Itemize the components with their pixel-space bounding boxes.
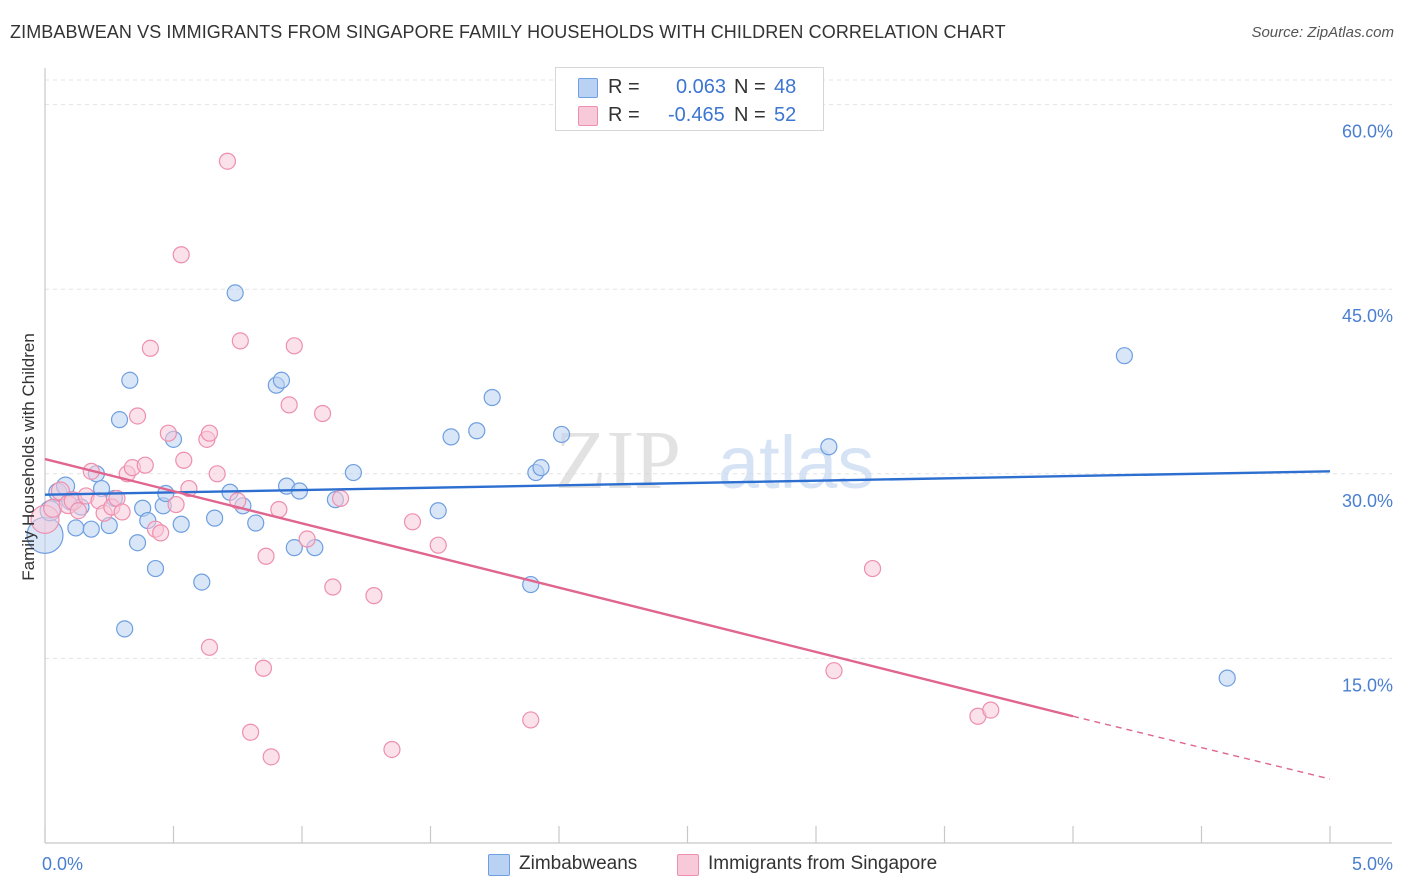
- trend-lines: [44, 457, 1331, 780]
- data-point: [136, 456, 154, 474]
- data-point: [110, 411, 129, 429]
- data-point: [331, 489, 350, 508]
- legend-n-label: N =: [734, 104, 766, 126]
- legend-r-value: -0.465: [668, 104, 725, 126]
- data-point: [218, 152, 237, 170]
- y-tick-label: 45.0%: [1342, 306, 1393, 326]
- series-singapore: [30, 152, 1000, 766]
- data-point: [226, 284, 244, 302]
- trend-line-extension: [1072, 715, 1331, 780]
- data-point: [172, 515, 190, 533]
- data-point: [229, 492, 247, 510]
- bottom-legend-label: Zimbabweans: [519, 853, 638, 874]
- data-point: [231, 332, 249, 350]
- legend-swatch-blue: [578, 78, 598, 98]
- x-tick-labels: 0.0% 5.0%: [42, 854, 1393, 874]
- bottom-legend-swatch-pink: [677, 854, 699, 876]
- data-point: [820, 438, 838, 456]
- data-point: [285, 337, 303, 355]
- data-point: [403, 513, 422, 531]
- data-point: [522, 711, 540, 729]
- data-point: [483, 388, 501, 407]
- data-point: [200, 424, 219, 442]
- bottom-legend-swatch-blue: [488, 854, 510, 876]
- data-point: [272, 371, 291, 389]
- data-point: [200, 638, 219, 656]
- data-point: [313, 404, 332, 423]
- data-point: [152, 524, 170, 542]
- trend-line: [44, 457, 1074, 718]
- data-point: [285, 539, 303, 557]
- data-point: [208, 465, 226, 483]
- data-point: [141, 339, 159, 357]
- data-point: [365, 587, 383, 605]
- data-point: [159, 424, 177, 442]
- data-point: [429, 502, 447, 520]
- data-point: [167, 495, 185, 514]
- grid-lines: [45, 79, 1392, 659]
- data-point: [121, 371, 139, 389]
- data-point: [172, 246, 190, 264]
- data-point: [67, 519, 85, 537]
- data-point: [552, 425, 571, 444]
- data-point: [280, 396, 298, 414]
- data-point: [193, 573, 211, 591]
- data-point: [116, 620, 134, 638]
- data-point: [206, 509, 224, 527]
- legend-r-label: R =: [608, 76, 640, 98]
- y-axis-title: Family Households with Children: [19, 333, 38, 581]
- data-point: [982, 701, 1000, 719]
- data-point: [128, 407, 147, 425]
- data-point: [383, 740, 401, 759]
- data-point: [532, 459, 550, 477]
- x-tick-label: 0.0%: [42, 854, 83, 874]
- legend-r-label: R =: [608, 104, 640, 126]
- data-point: [863, 559, 882, 578]
- data-point: [146, 559, 165, 578]
- watermark-zip: ZIP: [555, 414, 681, 507]
- y-tick-labels: 15.0% 30.0% 45.0% 60.0%: [1342, 122, 1393, 696]
- data-point: [113, 503, 131, 521]
- data-point: [468, 422, 486, 440]
- y-tick-label: 60.0%: [1342, 122, 1393, 142]
- data-point: [175, 451, 193, 469]
- data-point: [298, 530, 316, 548]
- data-point: [247, 514, 265, 532]
- data-point: [1115, 347, 1134, 365]
- y-tick-label: 30.0%: [1342, 491, 1393, 511]
- data-point: [242, 723, 260, 741]
- axes: [44, 68, 1392, 844]
- data-point: [254, 659, 273, 677]
- legend-r-value: 0.063: [676, 76, 727, 98]
- data-point: [1218, 669, 1236, 687]
- x-tick-label: 5.0%: [1352, 854, 1393, 874]
- data-point: [128, 534, 147, 552]
- data-point: [429, 536, 447, 554]
- y-tick-label: 15.0%: [1342, 675, 1393, 695]
- data-point: [82, 520, 100, 538]
- data-point: [257, 547, 275, 565]
- watermark-atlas: atlas: [718, 421, 874, 504]
- bottom-legend-label: Immigrants from Singapore: [708, 853, 938, 874]
- data-point: [825, 662, 843, 680]
- legend-n-value: 52: [774, 104, 797, 126]
- chart-source: Source: ZipAtlas.com: [1251, 24, 1394, 41]
- trend-line: [44, 470, 1331, 496]
- data-point: [324, 578, 342, 596]
- chart-title: ZIMBABWEAN VS IMMIGRANTS FROM SINGAPORE …: [10, 22, 1006, 42]
- legend-n-value: 48: [774, 76, 797, 98]
- bottom-legend: Zimbabweans Immigrants from Singapore: [0, 852, 1406, 878]
- legend-n-label: N =: [734, 76, 766, 98]
- data-point: [262, 748, 280, 766]
- legend-swatch-pink: [578, 106, 598, 126]
- data-point: [442, 428, 460, 446]
- data-point: [69, 502, 88, 520]
- legend-box: R = 0.063 N = 48 R = -0.465 N = 52: [555, 67, 824, 131]
- data-point: [344, 463, 362, 482]
